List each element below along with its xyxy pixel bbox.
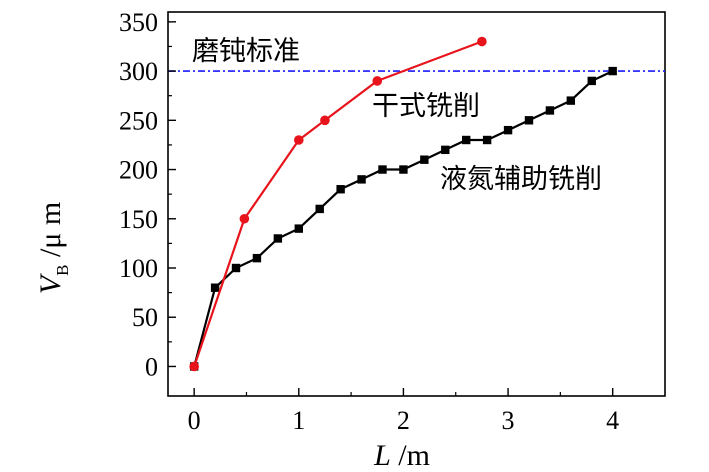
x-tick-label: 0: [188, 406, 201, 435]
y-tick-label: 350: [119, 8, 158, 37]
y-tick-label: 0: [145, 352, 158, 381]
data-point: [189, 361, 199, 372]
data-point: [210, 283, 220, 292]
data-point: [315, 204, 324, 214]
data-point: [378, 165, 387, 174]
data-point: [239, 213, 250, 224]
data-point: [477, 36, 487, 47]
annotation-ln2-milling: 液氮辅助铣削: [440, 164, 602, 195]
y-axis-title-sub: B: [53, 265, 72, 276]
data-point: [524, 116, 534, 125]
y-tick-label: 50: [132, 303, 158, 332]
data-point: [372, 76, 383, 86]
x-tick-label: 4: [606, 406, 619, 435]
data-point: [566, 96, 576, 105]
x-axis-title-main: L: [373, 439, 391, 472]
y-tick-label: 100: [119, 254, 158, 283]
x-tick-label: 2: [397, 406, 410, 435]
data-point: [320, 115, 330, 126]
y-axis-title-unit: /μ m: [34, 202, 67, 265]
data-point: [545, 106, 555, 115]
data-point: [336, 185, 345, 194]
data-point: [441, 145, 450, 155]
annotation-dry-milling: 干式铣削: [372, 91, 480, 122]
x-axis-title-unit: /m: [391, 439, 430, 472]
y-tick-label: 250: [119, 106, 158, 135]
y-tick-label: 200: [119, 156, 158, 185]
axis-ticks: 0 1 2 3 4 0 50 100 150 200 250 300 350: [119, 8, 619, 435]
data-point: [294, 224, 303, 233]
data-point: [482, 135, 492, 145]
y-tick-label: 150: [119, 205, 158, 234]
series-dry-milling: [189, 36, 487, 372]
x-tick-label: 1: [292, 406, 305, 435]
data-point: [231, 263, 241, 273]
data-point: [503, 125, 513, 135]
data-point: [462, 135, 471, 145]
series-layer: [189, 36, 617, 372]
y-axis-title-main: V: [34, 272, 67, 294]
series-line: [193, 40, 483, 367]
y-tick-label: 300: [119, 57, 158, 86]
data-point: [293, 135, 304, 145]
x-axis-title: L /m: [373, 439, 430, 472]
y-axis-title: VB /μ m: [34, 202, 72, 294]
plot-frame: [167, 11, 666, 397]
data-point: [357, 175, 366, 184]
x-tick-label: 3: [502, 406, 515, 435]
data-point: [587, 76, 596, 86]
data-point: [273, 234, 283, 243]
data-point: [420, 155, 429, 164]
annotation-dull-standard: 磨钝标准: [192, 36, 300, 67]
data-point: [252, 253, 262, 263]
data-point: [608, 66, 617, 76]
data-point: [399, 165, 408, 174]
